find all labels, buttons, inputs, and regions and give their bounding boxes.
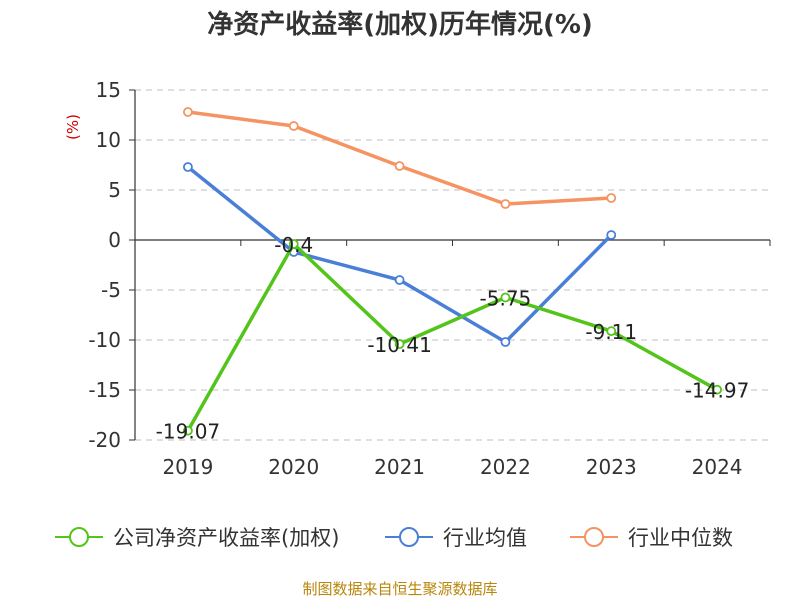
y-tick-label: 10 bbox=[96, 128, 121, 152]
y-tick-label: -15 bbox=[88, 378, 121, 402]
data-point bbox=[606, 193, 617, 203]
legend-label: 行业均值 bbox=[443, 526, 527, 550]
chart-title: 净资产收益率(加权)历年情况(%) bbox=[207, 10, 593, 40]
series-lines bbox=[183, 107, 722, 436]
x-tick-label: 2021 bbox=[374, 455, 425, 479]
y-tick-label: 5 bbox=[108, 178, 121, 202]
data-point bbox=[712, 384, 722, 395]
legend-item[interactable]: 行业中位数 bbox=[570, 526, 733, 550]
data-label: -9.11 bbox=[585, 320, 637, 344]
x-tick-label: 2023 bbox=[586, 455, 637, 479]
grid-lines bbox=[135, 89, 770, 441]
data-label: -10.41 bbox=[367, 333, 431, 357]
legend-marker bbox=[69, 527, 89, 547]
y-axis-label: (%) bbox=[64, 114, 82, 140]
data-labels: -19.07 -0.4 -10.41 -5.75 -9.11 -14.97 bbox=[156, 233, 750, 444]
legend-item[interactable]: 行业均值 bbox=[385, 526, 527, 550]
data-point bbox=[394, 161, 405, 171]
data-point bbox=[606, 326, 617, 337]
data-point bbox=[500, 337, 511, 347]
data-point bbox=[183, 425, 193, 436]
x-tick-label: 2020 bbox=[268, 455, 319, 479]
y-tick-label: 15 bbox=[96, 78, 121, 102]
legend-marker bbox=[399, 527, 419, 547]
x-tick-label: 2019 bbox=[162, 455, 213, 479]
x-tick-label: 2022 bbox=[480, 455, 531, 479]
y-tick-label: -20 bbox=[88, 428, 121, 452]
y-tick-label: -5 bbox=[101, 278, 121, 302]
data-label: -0.4 bbox=[274, 233, 313, 257]
data-source-note: 制图数据来自恒生聚源数据库 bbox=[302, 580, 498, 598]
data-point bbox=[183, 107, 193, 117]
legend-label: 公司净资产收益率(加权) bbox=[113, 526, 339, 550]
data-point bbox=[394, 275, 405, 285]
data-label: -5.75 bbox=[480, 287, 532, 311]
data-point bbox=[500, 199, 511, 209]
data-point bbox=[288, 239, 299, 249]
legend[interactable]: 公司净资产收益率(加权) 行业均值 行业中位数 bbox=[55, 526, 733, 550]
data-point bbox=[394, 339, 405, 350]
data-point bbox=[500, 292, 511, 303]
x-tick-label: 2024 bbox=[692, 455, 743, 479]
axes: 15 10 5 0 -5 -10 -15 -20 2019 2020 2021 2022 2023 202… bbox=[88, 78, 771, 479]
data-label: -19.07 bbox=[156, 420, 220, 444]
data-point bbox=[183, 162, 193, 172]
data-point bbox=[288, 121, 299, 131]
legend-item[interactable]: 公司净资产收益率(加权) bbox=[55, 526, 339, 550]
legend-label: 行业中位数 bbox=[628, 526, 733, 550]
y-tick-label: -10 bbox=[88, 328, 121, 352]
data-label: -14.97 bbox=[685, 379, 749, 403]
legend-marker bbox=[584, 527, 604, 547]
y-tick-label: 0 bbox=[108, 228, 121, 252]
data-point bbox=[606, 230, 617, 240]
series-line bbox=[186, 242, 718, 432]
